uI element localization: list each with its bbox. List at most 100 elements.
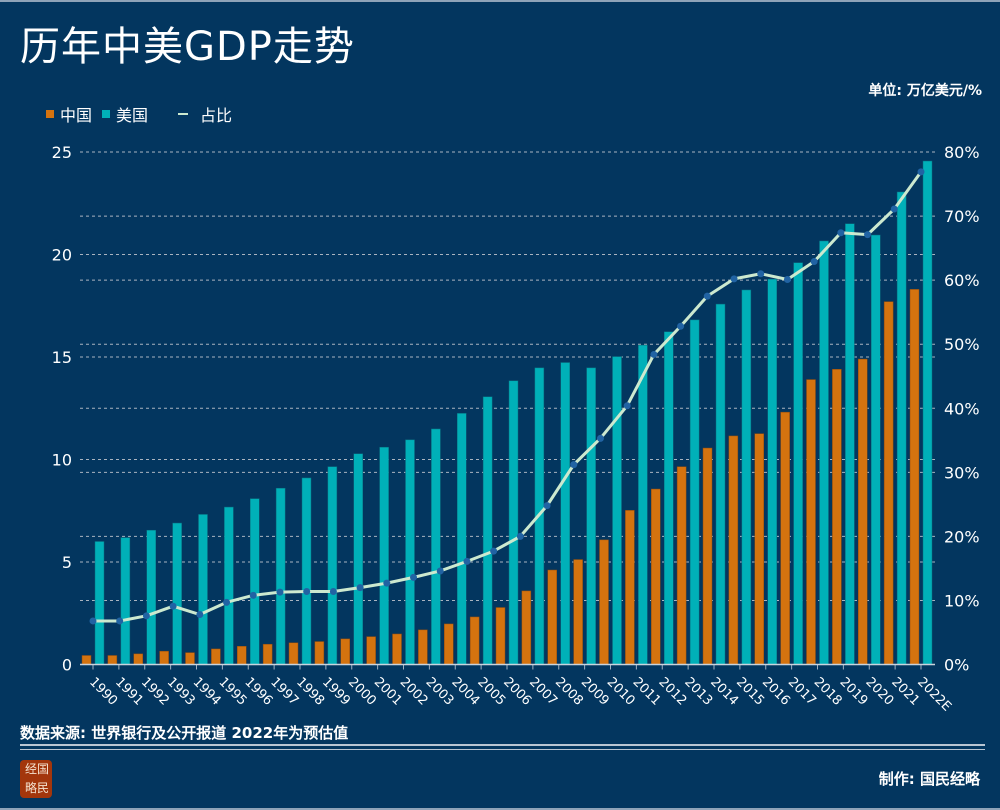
bar-china [858,358,868,665]
bar-usa [301,477,312,665]
source-note: 数据来源: 世界银行及公开报道 2022年为预估值 [20,724,349,742]
ratio-point [142,612,150,620]
bar-usa [793,262,803,665]
ratio-point [303,587,311,595]
ratio-point [463,557,471,565]
ratio-point [757,270,765,278]
ratio-point [730,275,738,283]
usa-swatch [102,110,111,118]
ratio-point [383,579,391,587]
ratio-point [410,573,418,581]
bar-china [366,636,376,665]
ratio-point [837,229,845,237]
bar-usa [689,319,700,665]
bar-china [780,411,790,665]
y-right-tick-label: 80% [944,143,980,162]
ratio-point [570,461,578,469]
china-swatch [46,110,54,118]
ratio-point [703,292,711,300]
ratio-point [543,502,551,510]
x-tick-label: 2014 [707,675,741,709]
x-tick-label: 1999 [319,675,353,709]
logo-char: 民 [37,781,50,795]
legend-item-ratio: 占比 [158,102,232,126]
ratio-point [276,588,284,596]
bar-usa [224,506,234,665]
bar-china [133,653,143,665]
legend-label-usa: 美国 [116,106,149,125]
bar-china [521,590,532,665]
y-right-tick-label: 60% [944,271,980,290]
x-tick-label: 2005 [474,675,508,709]
bar-china [754,433,764,665]
bar-usa [172,522,182,665]
bar-china [469,616,480,665]
legend-item-usa: 美国 [102,102,148,126]
x-tick-label: 1993 [164,675,198,709]
chart-title: 历年中美GDP走势 [20,24,355,70]
x-tick-label: 1995 [216,675,250,709]
bar-usa [120,537,131,665]
bar-china [340,638,350,665]
bar-china [314,641,325,665]
ratio-point [436,567,444,575]
logo-char: 国 [37,762,50,776]
x-tick-label: 1992 [138,675,172,709]
x-tick-label: 2006 [500,675,534,709]
y-left-tick-label: 20 [52,246,72,265]
bar-china [547,569,557,665]
ratio-point [516,532,524,540]
x-tick-label: 2013 [681,675,715,709]
y-right-tick-label: 0% [944,656,969,675]
bar-china [625,510,635,665]
x-tick-label: 2002 [397,675,431,709]
footer-divider [20,744,985,750]
bar-usa [741,289,752,665]
ratio-point [890,205,898,213]
ratio-point [677,322,685,330]
y-right-tick-label: 20% [944,527,980,546]
bar-usa [405,439,415,665]
y-left-tick-label: 15 [52,348,72,367]
bar-usa [560,362,570,665]
bar-china [909,289,920,665]
x-tick-label: 2020 [862,675,896,709]
y-right-tick-label: 70% [944,207,980,226]
bar-usa [146,529,156,665]
x-tick-label: 1991 [112,675,146,709]
legend-label-ratio: 占比 [200,106,233,125]
x-tick-label: 2012 [655,675,689,709]
x-tick-label: 2021 [888,675,922,709]
ratio-point [783,275,791,283]
x-tick-label: 1998 [293,675,327,709]
ratio-point [650,350,658,358]
bar-usa [379,446,389,665]
bar-china [288,642,299,665]
ratio-point [196,611,204,619]
ratio-point [89,617,97,625]
x-tick-label: 2008 [552,675,586,709]
x-tick-label: 2007 [526,675,560,709]
ratio-point [917,168,925,176]
logo-char: 经 [25,762,38,776]
bar-usa [275,487,286,665]
y-right-tick-label: 50% [944,335,980,354]
legend: 中国 美国 占比 [46,102,242,126]
bar-usa [482,396,493,665]
x-tick-label: 1994 [190,675,224,709]
bar-usa [250,498,260,665]
bar-china [573,559,583,665]
bar-china [262,643,273,665]
bar-usa [845,223,855,665]
x-tick-label: 2010 [604,675,638,709]
ratio-point [169,602,177,610]
bar-china [159,650,169,665]
bar-usa [896,191,907,665]
maker-credit: 制作: 国民经略 [878,770,980,788]
bar-china [599,539,609,665]
ratio-point [249,591,257,599]
x-tick-label: 1997 [267,675,301,709]
bar-china [107,655,118,665]
x-tick-label: 2003 [423,675,457,709]
bar-china [883,301,894,665]
